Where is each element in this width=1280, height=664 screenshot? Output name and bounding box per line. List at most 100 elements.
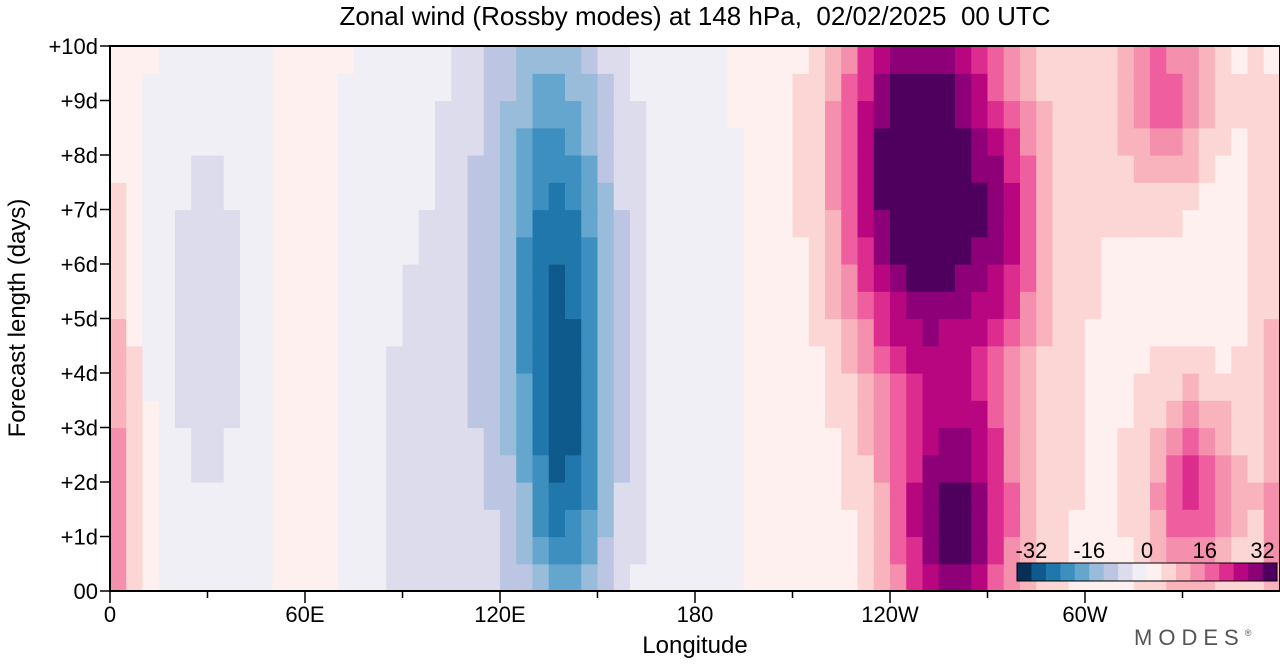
heatmap-cell — [435, 264, 452, 292]
heatmap-cell — [418, 46, 436, 74]
heatmap-cell — [516, 400, 534, 429]
heatmap-cell — [678, 427, 696, 456]
heatmap-cell — [110, 482, 127, 510]
heatmap-cell — [1231, 509, 1249, 538]
heatmap-cell — [337, 209, 355, 238]
heatmap-cell — [1182, 182, 1200, 211]
heatmap-cell — [1263, 264, 1280, 292]
heatmap-cell — [1215, 100, 1232, 129]
heatmap-cell — [695, 509, 712, 538]
heatmap-cell — [272, 182, 290, 211]
heatmap-cell — [938, 536, 956, 565]
heatmap-cell — [1263, 373, 1280, 401]
heatmap-cell — [207, 345, 225, 374]
heatmap-cell — [1182, 400, 1200, 429]
heatmap-cell — [841, 100, 859, 129]
heatmap-cell — [386, 236, 404, 265]
heatmap-cell — [711, 155, 729, 183]
heatmap-cell — [1215, 536, 1232, 565]
heatmap-cell — [370, 318, 387, 347]
heatmap-cell — [1263, 400, 1280, 429]
colorbar: -32 -16 0 16 32 — [1016, 538, 1278, 582]
colorbar-swatch — [1074, 563, 1090, 581]
heatmap-cell — [451, 127, 469, 156]
y-tick-label: +7d — [61, 198, 98, 223]
heatmap-cell — [1020, 427, 1037, 456]
heatmap-cell — [743, 155, 761, 183]
heatmap-cell — [435, 318, 452, 347]
heatmap-cell — [402, 182, 420, 211]
heatmap-cell — [841, 236, 859, 265]
heatmap-cell — [1068, 182, 1086, 211]
heatmap-cell — [1003, 454, 1021, 483]
heatmap-cell — [1101, 155, 1119, 183]
heatmap-cell — [467, 100, 485, 129]
heatmap-cell — [1150, 182, 1167, 211]
heatmap-cell — [630, 127, 647, 156]
heatmap-cell — [142, 46, 160, 74]
heatmap-cell — [240, 373, 257, 401]
heatmap-cell — [223, 482, 241, 510]
heatmap-cell — [223, 373, 241, 401]
heatmap-cell — [1068, 345, 1086, 374]
heatmap-cell — [1215, 318, 1232, 347]
heatmap-cell — [337, 536, 355, 565]
heatmap-cell — [613, 373, 631, 401]
heatmap-cell — [110, 536, 127, 565]
heatmap-cell — [435, 482, 452, 510]
heatmap-cell — [451, 318, 469, 347]
heatmap-cell — [678, 209, 696, 238]
heatmap-cell — [1020, 345, 1037, 374]
heatmap-cell — [955, 264, 972, 292]
heatmap-cell — [370, 264, 387, 292]
heatmap-cell — [1166, 373, 1184, 401]
heatmap-cell — [955, 427, 972, 456]
heatmap-cell — [955, 373, 972, 401]
heatmap-cell — [727, 454, 745, 483]
heatmap-cell — [581, 454, 599, 483]
heatmap-cell — [906, 46, 924, 74]
heatmap-cell — [386, 373, 404, 401]
heatmap-cell — [1052, 127, 1070, 156]
heatmap-cell — [1231, 345, 1249, 374]
heatmap-cell — [711, 373, 729, 401]
heatmap-cell — [240, 291, 257, 320]
heatmap-cell — [727, 318, 745, 347]
heatmap-cell — [971, 127, 989, 156]
heatmap-cell — [386, 563, 404, 592]
heatmap-cell — [1166, 73, 1184, 102]
heatmap-cell — [272, 100, 290, 129]
heatmap-cell — [1036, 509, 1054, 538]
heatmap-cell — [808, 427, 826, 456]
heatmap-cell — [727, 209, 745, 238]
heatmap-cell — [1020, 264, 1037, 292]
heatmap-cell — [256, 563, 274, 592]
heatmap-cell — [776, 100, 794, 129]
heatmap-cell — [727, 264, 745, 292]
heatmap-cell — [1085, 509, 1102, 538]
heatmap-cell — [987, 482, 1005, 510]
heatmap-cell — [565, 563, 582, 592]
heatmap-cell — [1263, 482, 1280, 510]
heatmap-cell — [207, 100, 225, 129]
heatmap-cell — [760, 536, 777, 565]
heatmap-cell — [1231, 155, 1249, 183]
heatmap-cell — [760, 509, 777, 538]
heatmap-cell — [353, 482, 371, 510]
heatmap-cell — [272, 73, 290, 102]
heatmap-cell — [223, 563, 241, 592]
heatmap-cell — [971, 155, 989, 183]
heatmap-cell — [792, 373, 810, 401]
heatmap-cell — [272, 373, 290, 401]
heatmap-cell — [857, 536, 875, 565]
heatmap-cell — [825, 427, 842, 456]
heatmap-cell — [1231, 454, 1249, 483]
heatmap-cell — [792, 236, 810, 265]
heatmap-cell — [613, 127, 631, 156]
heatmap-cell — [110, 264, 127, 292]
heatmap-cell — [890, 318, 907, 347]
heatmap-cell — [191, 563, 209, 592]
heatmap-cell — [175, 509, 192, 538]
heatmap-cell — [451, 563, 469, 592]
heatmap-cell — [565, 454, 582, 483]
